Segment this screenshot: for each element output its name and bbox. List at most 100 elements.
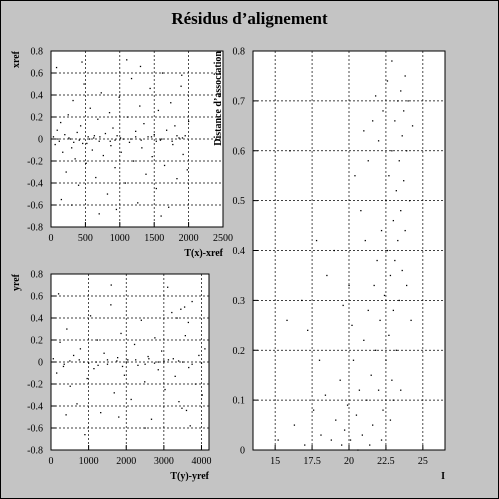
- data-point: [185, 409, 188, 412]
- data-point: [184, 335, 186, 337]
- data-point: [151, 156, 153, 158]
- data-point: [170, 102, 172, 104]
- y-tick-label-dist: 0.3: [233, 296, 246, 307]
- data-point: [133, 343, 136, 346]
- data-point: [52, 136, 55, 138]
- x-tick-label-xres: 2000: [179, 233, 199, 244]
- data-point: [155, 140, 157, 142]
- y-tick-label-dist: 0.1: [233, 396, 246, 407]
- data-point: [165, 129, 168, 131]
- data-point: [188, 120, 190, 123]
- data-point: [178, 137, 180, 139]
- x-axis-label-yres: T(y)-yref: [170, 471, 209, 482]
- y-tick-label-dist: 0.7: [233, 96, 246, 107]
- y-tick-label-xres: -0.8: [27, 223, 43, 234]
- data-point: [188, 366, 190, 369]
- data-point: [403, 180, 405, 182]
- data-point: [397, 239, 399, 242]
- y-axis-label-xres: xref: [11, 50, 22, 68]
- data-point: [99, 136, 101, 138]
- data-point: [123, 374, 126, 376]
- data-point: [96, 339, 98, 341]
- data-point: [369, 444, 371, 446]
- data-point: [386, 80, 389, 82]
- data-point: [71, 204, 73, 206]
- data-point: [410, 319, 412, 322]
- data-point: [149, 87, 151, 90]
- data-point: [171, 140, 173, 142]
- data-point: [57, 293, 60, 295]
- data-point: [148, 358, 150, 360]
- data-point: [64, 134, 66, 136]
- data-point: [145, 173, 147, 175]
- y-tick-label-dist: 0.5: [233, 196, 246, 207]
- data-point: [163, 360, 165, 362]
- data-point: [168, 206, 170, 208]
- y-tick-label-dist: 0.6: [233, 146, 246, 157]
- data-point: [110, 284, 112, 286]
- data-point: [144, 363, 146, 365]
- data-point: [98, 140, 100, 142]
- data-point: [115, 208, 118, 211]
- data-point: [127, 359, 129, 361]
- data-point: [118, 416, 120, 418]
- y-tick-label-dist: 0.8: [233, 47, 246, 58]
- data-point: [366, 399, 368, 401]
- data-point: [59, 341, 61, 343]
- data-point: [364, 239, 366, 242]
- data-point: [177, 360, 180, 362]
- y-axis-label-yres: yref: [11, 273, 22, 291]
- data-point: [346, 404, 349, 406]
- data-point: [140, 139, 142, 141]
- data-point: [60, 198, 63, 201]
- data-point: [398, 299, 400, 302]
- data-point: [163, 164, 166, 167]
- data-point: [348, 284, 350, 287]
- data-point: [400, 90, 402, 92]
- page-title: Résidus d’alignement: [171, 9, 328, 28]
- data-point: [367, 309, 369, 312]
- data-point: [171, 311, 173, 314]
- data-point: [182, 361, 184, 363]
- data-point: [367, 160, 369, 162]
- data-point: [89, 315, 92, 317]
- x-axis-label-dist: I: [441, 471, 445, 482]
- data-point: [389, 274, 392, 277]
- data-point: [159, 139, 162, 141]
- data-point: [150, 136, 153, 138]
- data-point: [116, 135, 118, 137]
- data-point: [84, 434, 86, 436]
- data-point: [189, 425, 191, 427]
- data-point: [182, 153, 184, 156]
- data-point: [180, 85, 182, 87]
- data-point: [352, 359, 355, 361]
- data-point: [355, 414, 358, 416]
- data-point: [187, 321, 190, 324]
- data-point: [358, 389, 361, 391]
- data-point: [286, 319, 288, 322]
- data-point: [161, 138, 163, 140]
- data-point: [180, 308, 182, 310]
- data-point: [341, 444, 343, 446]
- data-point: [79, 125, 82, 127]
- data-point: [330, 439, 332, 441]
- data-point: [391, 379, 393, 381]
- data-point: [69, 138, 71, 140]
- data-point: [354, 175, 356, 177]
- data-point: [62, 151, 64, 153]
- data-point: [119, 137, 122, 139]
- data-point: [379, 319, 381, 322]
- data-point: [114, 139, 116, 141]
- data-point: [62, 365, 65, 368]
- data-point: [135, 136, 137, 138]
- data-point: [157, 109, 160, 112]
- data-point: [370, 374, 372, 376]
- data-point: [57, 138, 59, 140]
- x-tick-label-yres: 2000: [116, 456, 136, 467]
- x-tick-label-xres: 0: [49, 233, 54, 244]
- data-point: [137, 364, 139, 366]
- data-point: [110, 145, 112, 147]
- data-point: [140, 319, 142, 321]
- data-point: [91, 149, 93, 151]
